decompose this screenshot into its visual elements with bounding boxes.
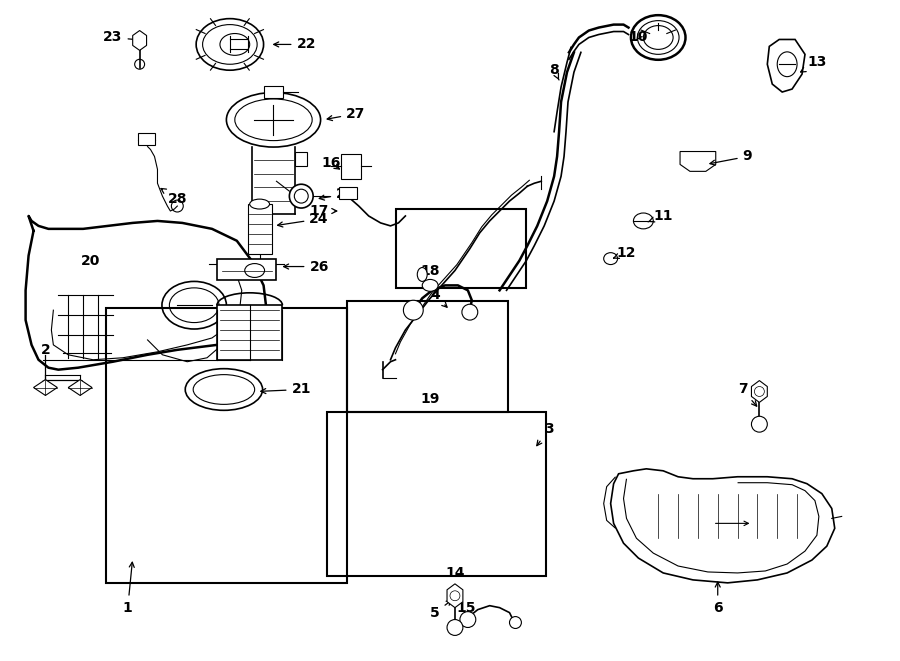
Text: 20: 20	[81, 254, 101, 268]
Bar	[327, 412, 546, 576]
Ellipse shape	[631, 15, 686, 59]
Text: 14: 14	[446, 566, 464, 580]
Text: 13: 13	[801, 56, 826, 72]
Ellipse shape	[634, 213, 653, 229]
Text: 18: 18	[420, 264, 440, 278]
Text: 12: 12	[614, 246, 636, 260]
Ellipse shape	[249, 199, 269, 209]
Text: 6: 6	[713, 582, 723, 615]
Text: 19: 19	[420, 393, 440, 407]
Ellipse shape	[604, 253, 617, 264]
Polygon shape	[768, 40, 805, 92]
Bar	[347, 301, 508, 412]
Text: 3: 3	[536, 422, 554, 446]
Ellipse shape	[227, 93, 320, 147]
Polygon shape	[132, 30, 147, 50]
Polygon shape	[610, 469, 834, 583]
Text: 4: 4	[430, 288, 447, 307]
Text: 8: 8	[549, 63, 559, 80]
Ellipse shape	[418, 268, 428, 282]
Circle shape	[460, 611, 476, 627]
Bar	[397, 210, 526, 288]
Text: 7: 7	[738, 383, 757, 406]
Text: 26: 26	[284, 260, 328, 274]
Text: 2: 2	[40, 343, 50, 357]
Text: 24: 24	[277, 212, 328, 227]
Polygon shape	[752, 381, 768, 403]
Circle shape	[403, 300, 423, 320]
Bar	[217, 258, 276, 280]
Text: 5: 5	[430, 600, 452, 619]
Bar	[106, 307, 347, 583]
Ellipse shape	[422, 280, 438, 292]
Bar	[341, 155, 361, 179]
Polygon shape	[447, 584, 463, 607]
Circle shape	[462, 304, 478, 320]
Text: 27: 27	[328, 107, 365, 121]
Text: 1: 1	[123, 563, 134, 615]
Text: 21: 21	[261, 383, 311, 397]
Text: 28: 28	[161, 188, 187, 206]
Bar	[217, 305, 283, 360]
Bar	[248, 204, 272, 254]
Text: 17: 17	[310, 204, 337, 218]
Text: 9: 9	[710, 149, 752, 165]
Circle shape	[752, 416, 768, 432]
Polygon shape	[680, 151, 716, 171]
Polygon shape	[68, 379, 92, 395]
Text: 25: 25	[320, 187, 356, 201]
Text: 22: 22	[274, 38, 316, 52]
Text: 15: 15	[456, 601, 475, 615]
Bar	[264, 86, 284, 98]
Circle shape	[509, 617, 521, 629]
Circle shape	[447, 619, 463, 635]
Bar	[339, 187, 356, 199]
Text: 23: 23	[104, 30, 141, 44]
Circle shape	[290, 184, 313, 208]
Text: 16: 16	[321, 157, 341, 171]
Text: 10: 10	[629, 30, 648, 44]
Bar	[295, 151, 307, 167]
Text: 11: 11	[648, 209, 673, 223]
Bar	[138, 133, 156, 145]
Polygon shape	[33, 379, 58, 395]
